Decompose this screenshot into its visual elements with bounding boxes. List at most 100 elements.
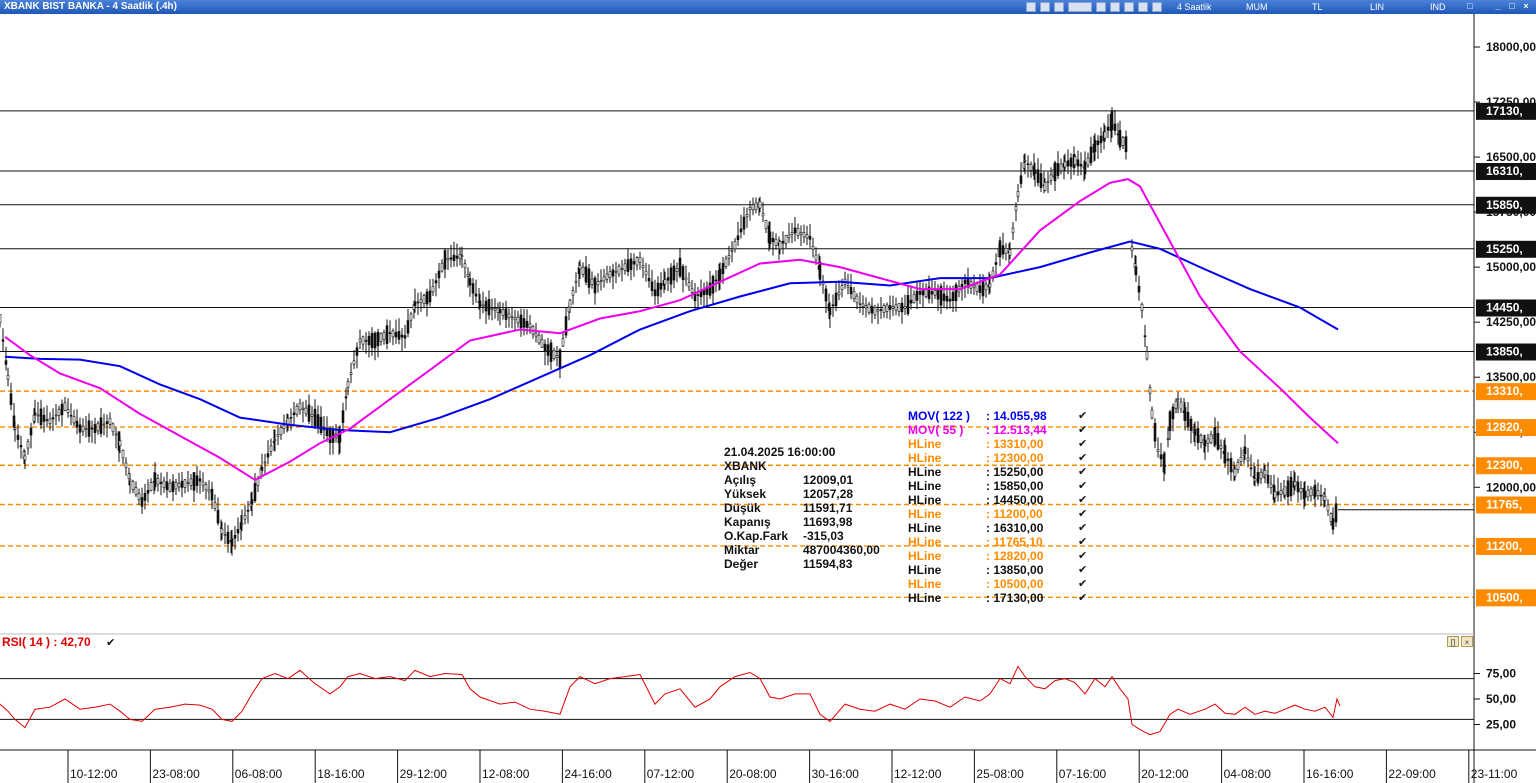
- candle-body: [528, 323, 532, 329]
- currency-selector[interactable]: TL: [1312, 2, 1323, 12]
- candle-body: [111, 423, 115, 433]
- check-icon[interactable]: ✔: [1078, 522, 1088, 534]
- hline-tag-bg-1: [1476, 163, 1536, 181]
- candle-body: [307, 404, 311, 422]
- candle-body: [1083, 161, 1087, 175]
- candle-body: [818, 261, 822, 280]
- candle-body: [1029, 164, 1033, 171]
- minimize-icon[interactable]: _: [1495, 1, 1501, 11]
- period-selector[interactable]: 4 Saatlik: [1177, 2, 1212, 12]
- candle-body: [1256, 472, 1260, 484]
- price-chart[interactable]: 18000,0017250,0016500,0015750,0015000,00…: [0, 14, 1536, 783]
- draw-tool-icon[interactable]: [1026, 2, 1036, 12]
- rsi-restore-icon[interactable]: []: [1447, 636, 1459, 647]
- candle-body: [174, 482, 178, 490]
- candle-body: [466, 274, 470, 277]
- candle-body: [599, 280, 603, 282]
- chart-style-selector[interactable]: MUM: [1246, 2, 1268, 12]
- candle-body: [105, 421, 109, 425]
- legend-row: HLine: 10500,00 ✔: [908, 577, 1088, 591]
- pencil-icon[interactable]: [1040, 2, 1050, 12]
- candle-body: [373, 332, 377, 349]
- candle-body: [1166, 437, 1170, 440]
- maximize-icon[interactable]: □: [1509, 1, 1515, 11]
- candle-body: [669, 267, 673, 285]
- candle-body: [761, 213, 765, 217]
- check-icon[interactable]: ✔: [1078, 480, 1088, 492]
- check-icon[interactable]: ✔: [1078, 592, 1088, 604]
- check-icon[interactable]: ✔: [1078, 536, 1088, 548]
- ohlc-value: 11594,83: [803, 557, 853, 571]
- candle-body: [906, 295, 910, 315]
- check-icon[interactable]: ✔: [1078, 452, 1088, 464]
- candle-body: [0, 314, 2, 323]
- candle-body: [641, 265, 645, 268]
- check-icon[interactable]: ✔: [1078, 466, 1088, 478]
- legend-row: HLine: 16310,00 ✔: [908, 521, 1088, 535]
- check-icon[interactable]: ✔: [1078, 508, 1088, 520]
- candle-body: [84, 428, 88, 430]
- hline-tag-label-8: 12300,: [1486, 458, 1523, 472]
- scale-selector[interactable]: LIN: [1370, 2, 1385, 12]
- rsi-close-icon[interactable]: ×: [1461, 636, 1473, 647]
- cross-icon[interactable]: [1096, 2, 1106, 12]
- legend-value: : 14.055,98: [986, 409, 1047, 423]
- candle-body: [790, 232, 794, 235]
- candle-body: [978, 285, 982, 293]
- candle-body: [966, 278, 970, 288]
- candle-body: [1159, 454, 1163, 460]
- candle-body: [69, 414, 73, 417]
- candle-body: [549, 342, 553, 362]
- ohlc-label: Değer: [724, 557, 759, 571]
- ohlc-value: 12057,28: [803, 487, 854, 501]
- x-tick-label-15: 16-16:00: [1306, 767, 1354, 781]
- legend-name: HLine: [908, 577, 942, 591]
- restore-icon[interactable]: □: [1467, 1, 1473, 11]
- line-tool-icon[interactable]: [1124, 2, 1134, 12]
- candle-body: [198, 478, 202, 482]
- check-icon[interactable]: ✔: [1078, 564, 1088, 576]
- candle-body: [143, 492, 147, 501]
- legend-value: : 11200,00: [986, 507, 1043, 521]
- candle-body: [210, 488, 214, 501]
- candle-body: [1239, 456, 1243, 462]
- grid-icon[interactable]: [1110, 2, 1120, 12]
- candle-body: [128, 478, 132, 482]
- legend-name: MOV( 55 ): [908, 423, 964, 437]
- candle-body: [180, 480, 184, 488]
- rsi-check-icon[interactable]: ✔: [106, 637, 116, 649]
- candle-body: [584, 266, 588, 283]
- check-icon[interactable]: ✔: [1078, 438, 1088, 450]
- legend-name: HLine: [908, 437, 942, 451]
- data-selector[interactable]: IND: [1430, 2, 1446, 12]
- settings-icon[interactable]: [1152, 2, 1162, 12]
- candle-body: [858, 302, 862, 305]
- candle-body: [981, 279, 985, 297]
- indicator-select-icon[interactable]: [1068, 2, 1092, 12]
- close-icon[interactable]: ×: [1523, 1, 1529, 11]
- candle-body: [724, 258, 728, 267]
- ohlc-label: Yüksek: [724, 487, 767, 501]
- candle-body: [474, 293, 478, 297]
- zoom-icon[interactable]: [1054, 2, 1064, 12]
- candle-body: [236, 529, 240, 534]
- ohlc-symbol: XBANK: [724, 459, 767, 473]
- candle-body: [93, 424, 97, 433]
- candle-body: [1193, 429, 1197, 436]
- candle-body: [802, 232, 806, 238]
- candle-body: [837, 291, 841, 296]
- check-icon[interactable]: ✔: [1078, 410, 1088, 422]
- hline-tag-bg-5: [1476, 343, 1536, 361]
- check-icon[interactable]: ✔: [1078, 578, 1088, 590]
- candle-body: [519, 314, 523, 329]
- ohlc-value: -315,03: [803, 529, 844, 543]
- ohlc-label: Düşük: [724, 501, 761, 515]
- candle-body: [918, 290, 922, 295]
- check-icon[interactable]: ✔: [1078, 494, 1088, 506]
- x-tick-label-13: 20-12:00: [1141, 767, 1189, 781]
- legend-name: HLine: [908, 563, 942, 577]
- candle-body: [1063, 161, 1067, 168]
- check-icon[interactable]: ✔: [1078, 550, 1088, 562]
- check-icon[interactable]: ✔: [1078, 424, 1088, 436]
- tick-icon[interactable]: [1138, 2, 1148, 12]
